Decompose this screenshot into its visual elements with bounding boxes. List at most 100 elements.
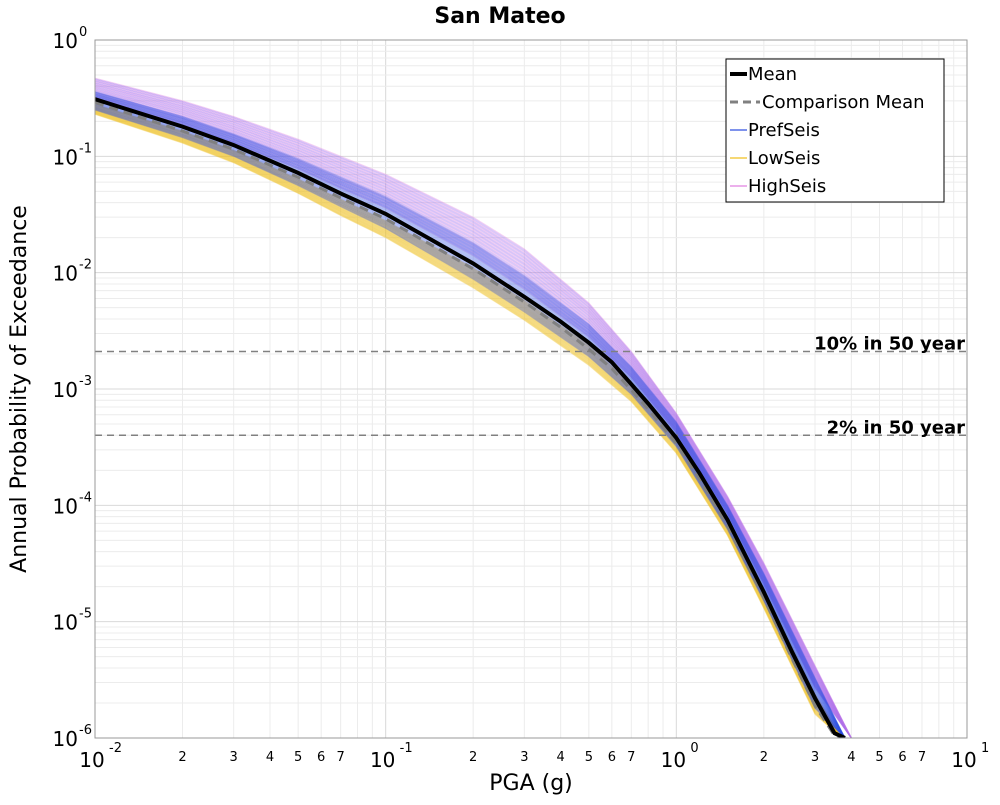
curve-band-highseis (95, 78, 852, 738)
curve-band-highseis (95, 89, 852, 738)
x-minor-tick-label: 5 (294, 750, 302, 765)
curve-band-highseis (95, 93, 852, 738)
curve-band-highseis (95, 83, 852, 738)
curve-band-prefseis (95, 107, 846, 738)
curve-band-prefseis (95, 107, 846, 738)
curve-band-lowseis (95, 111, 842, 738)
plot-frame (94, 39, 968, 739)
curve-band-lowseis (95, 112, 842, 738)
curve-band-prefseis (95, 108, 846, 738)
curve-band-highseis (95, 92, 852, 738)
x-minor-tick-label: 4 (266, 750, 274, 765)
curve-band-lowseis (95, 113, 842, 738)
curve-band-highseis (95, 98, 852, 738)
x-major-tick-label: 10 (661, 748, 686, 772)
y-major-tick-label: 10 (53, 611, 78, 635)
x-minor-tick-label: 6 (608, 750, 616, 765)
curve-band-prefseis (95, 91, 846, 738)
y-major-tick-exponent: -6 (79, 723, 92, 738)
curve-band-prefseis (95, 95, 846, 738)
curve-band-highseis (95, 90, 852, 738)
curve-band-prefseis (95, 106, 846, 738)
x-minor-tick-label: 4 (847, 750, 855, 765)
curve-band-highseis (95, 88, 852, 738)
band-highseis (95, 77, 852, 738)
y-major-tick-label: 10 (53, 29, 78, 53)
curve-band-highseis (95, 93, 852, 738)
x-major-tick-exponent: 0 (690, 741, 698, 756)
tick-labels: 10 -2 10 -1 10 0 10 12 3 4 5 6 7 2 3 4 5 6 7 2 3 4 5 6 710 010 -11… (53, 25, 990, 772)
curve-band-highseis (95, 87, 852, 738)
curve-band-highseis (95, 92, 852, 738)
y-major-tick-exponent: -1 (79, 141, 92, 156)
grid (94, 40, 967, 739)
y-axis-label: Annual Probability of Exceedance (7, 205, 32, 573)
reference-labels: 10% in 50 year 2% in 50 year (814, 334, 965, 439)
curve-band-lowseis (95, 110, 842, 738)
curve-band-prefseis (95, 96, 846, 738)
curve-band-prefseis (95, 109, 846, 738)
x-major-tick-label: 10 (370, 748, 395, 772)
curve-band-lowseis (95, 112, 842, 738)
curve-band-highseis (95, 82, 852, 738)
curve-band-highseis (95, 83, 852, 738)
curve-band-lowseis (95, 109, 842, 738)
curve-band-highseis (95, 91, 852, 738)
curve-band-highseis (95, 95, 852, 738)
x-minor-tick-label: 3 (520, 750, 528, 765)
curve-band-highseis (95, 78, 852, 738)
curve-band-prefseis (95, 94, 846, 738)
curve-band-lowseis (95, 113, 842, 738)
curve-band-highseis (95, 84, 852, 738)
comparison-mean-line (95, 101, 843, 738)
curve-band-prefseis (95, 92, 846, 738)
y-major-tick-exponent: -4 (79, 490, 92, 505)
x-major-tick-exponent: 1 (981, 741, 989, 756)
curve-band-highseis (95, 94, 852, 738)
curve-band-lowseis (95, 108, 842, 738)
legend-box (725, 58, 945, 203)
curve-band-prefseis (95, 108, 846, 738)
legend-label-highseis: HighSeis (748, 176, 826, 197)
curve-band-highseis (95, 81, 852, 738)
y-major-tick-exponent: -3 (79, 374, 92, 389)
curve-band-lowseis (95, 111, 842, 738)
curve-band-prefseis (95, 97, 846, 738)
curve-band-lowseis (95, 107, 842, 738)
curve-band-prefseis (95, 96, 846, 738)
curve-band-prefseis (95, 98, 846, 738)
curve-band-highseis (95, 87, 852, 738)
curve-band-highseis (95, 100, 852, 738)
x-major-tick-label: 10 (951, 748, 976, 772)
curve-band-prefseis (95, 93, 846, 738)
legend-label-lowseis: LowSeis (748, 148, 820, 169)
x-axis-label: PGA (g) (489, 771, 573, 796)
reference-label-1: 10% in 50 year (814, 334, 965, 355)
curve-band-prefseis (95, 94, 846, 738)
curve-band-prefseis (95, 97, 846, 738)
curve-band-prefseis (95, 95, 846, 738)
curve-band-lowseis (95, 109, 842, 738)
y-major-tick-exponent: -5 (79, 607, 92, 622)
legend-label-mean: Mean (748, 64, 797, 85)
legend: Mean Comparison Mean PrefSeis LowSeis Hi… (725, 58, 945, 203)
x-major-tick-exponent: -2 (109, 741, 122, 756)
mean-line (95, 97, 846, 738)
reference-label-2: 2% in 50 year (827, 417, 965, 438)
curve-band-highseis (95, 86, 852, 738)
x-minor-tick-label: 5 (875, 750, 883, 765)
x-minor-tick-label: 6 (898, 750, 906, 765)
curve-band-highseis (95, 96, 852, 738)
curve-band-prefseis (95, 106, 846, 738)
x-minor-tick-label: 5 (585, 750, 593, 765)
x-major-tick-label: 10 (79, 748, 104, 772)
curve-band-lowseis (95, 110, 842, 738)
curve-band-highseis (95, 82, 852, 738)
curve-band-lowseis (95, 109, 842, 738)
curve-band-lowseis (95, 108, 842, 738)
x-minor-tick-label: 2 (178, 750, 186, 765)
y-major-tick-label: 10 (53, 494, 78, 518)
x-minor-tick-label: 4 (557, 750, 565, 765)
